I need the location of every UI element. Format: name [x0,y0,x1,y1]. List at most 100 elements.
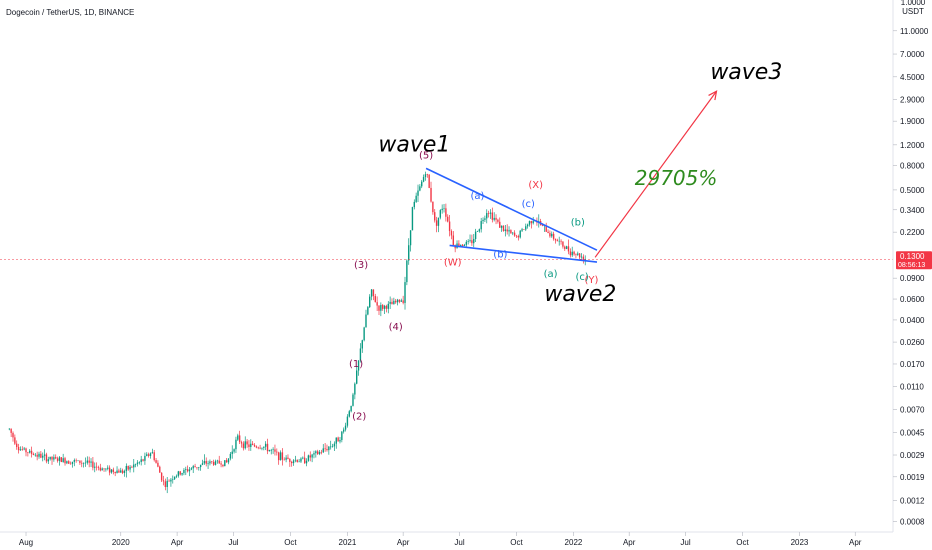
candle-body [71,461,74,464]
annotation-layer: wave1 wave2 wave3 29705% (1) (2) (3) (4) (5) (a) (… [0,60,893,422]
candle-body [201,463,204,465]
wave1-label: wave1 [378,133,450,158]
candle-body [450,231,453,236]
candle-body [60,457,63,463]
candle-body [391,301,393,305]
candle-body [356,370,358,384]
candle-body [84,462,87,464]
candle-body [476,231,479,232]
projection-arrowhead [708,90,718,101]
candle-body [504,229,507,231]
candle-body [551,233,553,237]
candle-body [99,467,102,471]
candle-body [365,314,367,328]
candle-body [415,195,417,202]
candle-body [190,468,193,470]
candle-body [261,447,263,449]
price-tick-label: 0.0019 [900,473,925,482]
candle-body [460,244,462,247]
candle-body [227,458,230,463]
candle-body [552,233,555,239]
candle-body [56,458,59,461]
time-tick-label: Oct [284,538,297,547]
candle-body [532,221,534,224]
candle-body [370,289,373,297]
candle-body [411,207,414,231]
candle-body [367,307,369,315]
candle-body [183,469,185,474]
time-tick-label: Jul [228,538,238,547]
candle-body [257,447,259,449]
candle-body [558,240,560,242]
candle-body [402,300,404,303]
candle-body [495,217,497,220]
candle-body [170,479,172,482]
candle-body [233,449,235,452]
candle-body [434,212,436,221]
candle-body [502,225,505,231]
candle-body [17,446,20,451]
candle-body [277,452,280,461]
candle-body [463,244,466,246]
candle-body [395,300,397,303]
last-price-value: 0.1300 [900,252,925,261]
candle-body [225,460,228,463]
candle-body [172,479,174,480]
time-tick-label: 2023 [791,538,809,547]
candle-body [545,225,547,232]
candle-body [242,443,245,449]
candle-body [372,289,375,297]
candle-body [376,302,378,306]
candle-body [259,447,261,449]
candle-body [88,460,90,463]
candle-body [565,246,568,249]
candle-body [270,449,272,451]
candle-body [175,475,178,477]
candle-body [55,457,57,459]
candle-body [523,229,525,230]
candle-body [160,472,163,481]
candle-body [10,428,12,433]
candle-body [448,221,451,232]
candle-body [380,305,382,311]
candle-body [62,458,64,463]
candle-body [229,453,232,459]
candle-body [276,451,278,453]
candle-body [162,480,165,482]
candle-body [246,441,248,445]
candle-body [369,296,371,308]
candle-body [575,254,577,255]
candle-body [283,459,285,461]
projection-arrow [594,90,717,258]
candle-body [166,480,168,487]
candle-body [554,238,557,241]
candle-body [266,443,269,452]
candle-body [90,461,92,463]
price-tick-label: 1.9000 [900,117,925,126]
candle-body [406,260,408,283]
time-axis: Aug 2020 Apr Jul Oct 2021 Apr Jul Oct 2022 Apr Jul O… [19,532,862,547]
candle-body [359,348,362,361]
candle-body [281,452,284,460]
candle-body [569,251,572,256]
lower-trendline [449,244,598,263]
candle-body [510,230,512,234]
price-tick-label: 0.5000 [900,186,925,195]
wave-count-label: (5) [419,151,433,162]
candle-body [127,466,129,470]
candle-body [458,243,460,247]
price-tick-label: 2.9000 [900,95,925,104]
last-price-countdown: 08:56:13 [898,262,925,269]
candle-body [419,186,421,191]
candle-body [255,446,258,448]
price-tick-label: 0.0600 [900,295,925,304]
candle-body [274,449,276,452]
candle-body [577,253,579,255]
price-tick-label: 4.5000 [900,73,925,82]
candle-body [114,471,116,474]
time-tick-label: Apr [849,538,862,547]
price-tick-label: 0.0012 [900,496,925,505]
candle-body [250,443,252,447]
price-tick-label: 0.0400 [900,316,925,325]
